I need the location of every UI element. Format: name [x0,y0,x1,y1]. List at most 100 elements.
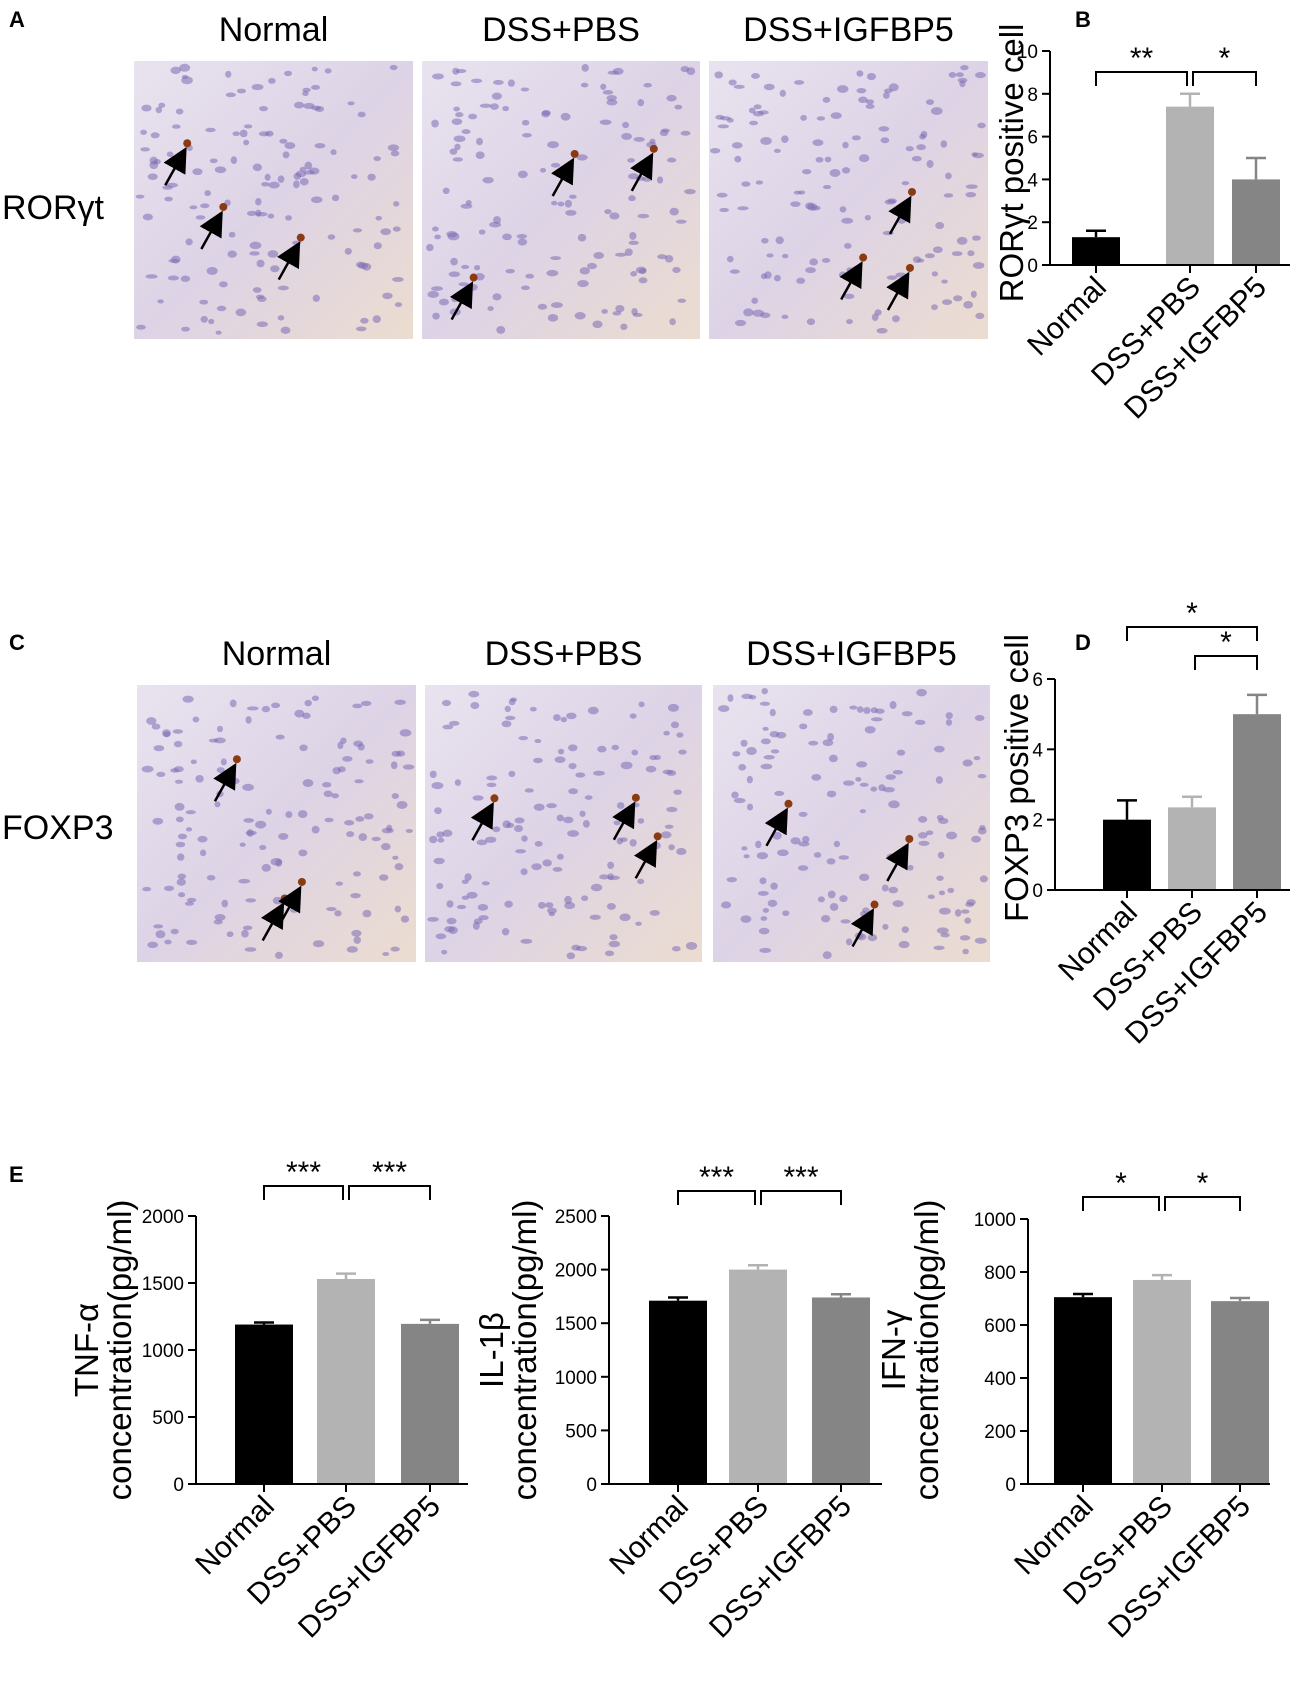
nucleus [246,210,257,216]
nucleus [731,142,743,149]
nucleus [550,302,563,309]
nucleus [199,299,209,305]
nucleus [293,101,305,109]
nucleus [451,296,459,303]
nucleus [435,933,447,940]
nucleus [841,217,854,224]
nucleus [184,901,194,906]
nucleus [871,313,879,321]
nucleus [686,67,696,76]
nucleus [239,842,246,847]
nucleus [373,156,381,162]
nucleus [979,875,988,883]
nucleus [446,917,457,925]
nucleus [821,257,831,263]
arrow [885,842,909,882]
nucleus [277,315,285,321]
panel-letter: D [1075,630,1091,655]
nucleus [476,137,483,146]
nucleus [859,873,870,882]
nucleus [878,126,890,132]
nucleus [630,271,638,277]
nucleus [741,693,753,700]
nucleus [666,94,677,102]
nucleus [751,297,759,304]
nucleus [845,938,853,946]
nucleus [152,817,164,825]
arrow [277,241,301,281]
nucleus [468,113,478,120]
nucleus [455,112,464,118]
nucleus [204,190,211,197]
nucleus [566,712,577,720]
nucleus [964,917,972,924]
y-tick-label: 1000 [555,1368,597,1389]
nucleus [431,119,439,128]
nucleus [261,863,271,872]
nucleus [205,127,216,133]
nucleus [892,315,900,323]
nucleus [606,902,616,910]
nucleus [215,330,222,335]
nucleus [514,825,524,832]
nucleus [628,240,639,246]
nucleus [387,144,400,152]
nucleus [962,759,973,767]
nucleus [892,769,904,775]
nucleus [303,170,315,175]
nucleus [501,720,512,728]
arrow [850,908,874,948]
nucleus [864,726,876,734]
nucleus [185,810,196,815]
nucleus [461,129,471,135]
nucleus [960,909,970,914]
nucleus [249,241,262,250]
nucleus [350,892,361,899]
significance-label: *** [286,1156,321,1189]
nucleus [521,835,528,842]
nucleus [829,169,841,177]
nucleus [741,846,748,851]
nucleus [657,254,667,260]
arrow [199,210,223,250]
nucleus [155,930,166,939]
nucleus [142,213,153,221]
nucleus [542,859,552,867]
nucleus [177,873,187,880]
nucleus [597,745,607,753]
y-axis-label: TNF-α [68,1303,105,1397]
nucleus [552,867,563,872]
nucleus [346,831,355,838]
nucleus [948,72,957,78]
nucleus [593,770,605,776]
nucleus [669,207,679,216]
nucleus [790,837,801,845]
nucleus [918,832,928,839]
nucleus [956,236,968,245]
nucleus [660,831,672,839]
nucleus [826,790,837,798]
nucleus [157,299,164,304]
nucleus [337,741,344,750]
nucleus [177,892,186,898]
nucleus [965,184,978,189]
nucleus [453,135,466,143]
nucleus [436,831,445,838]
nucleus [907,864,914,871]
nucleus [185,939,198,945]
nucleus [582,820,590,828]
nucleus [299,166,307,172]
nucleus [568,763,577,770]
y-tick-label: 0 [586,1475,597,1496]
nucleus [927,894,935,900]
nucleus [230,156,238,164]
nucleus [971,835,981,843]
nucleus [767,899,778,907]
y-tick-label: 0 [1027,256,1038,277]
nucleus [951,251,963,257]
nucleus [242,925,253,931]
nucleus [575,772,586,778]
nucleus [564,199,572,208]
x-tick-label: DSS+IGFBP5 [1102,1490,1257,1645]
